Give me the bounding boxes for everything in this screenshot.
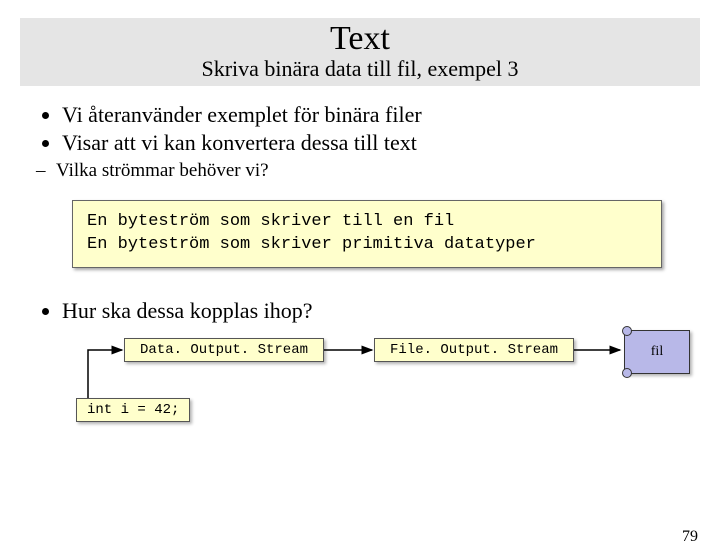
header-band: Text Skriva binära data till fil, exempe… xyxy=(20,18,700,86)
question-list: Hur ska dessa kopplas ihop? xyxy=(28,298,692,324)
content-area: Vi återanvänder exemplet för binära file… xyxy=(0,86,720,418)
bullet-1: Vi återanvänder exemplet för binära file… xyxy=(62,102,692,128)
file-scroll-icon: fil xyxy=(624,330,690,374)
flow-box-dataoutputstream: Data. Output. Stream xyxy=(124,338,324,362)
flow-box-fileoutputstream: File. Output. Stream xyxy=(374,338,574,362)
slide-title: Text xyxy=(20,20,700,58)
bullet-2: Visar att vi kan konvertera dessa till t… xyxy=(62,130,692,156)
slide-subtitle: Skriva binära data till fil, exempel 3 xyxy=(20,56,700,82)
main-bullet-list: Vi återanvänder exemplet för binära file… xyxy=(28,102,692,156)
question-2: Hur ska dessa kopplas ihop? xyxy=(62,298,692,324)
page-number: 79 xyxy=(682,528,698,546)
code-box: En byteström som skriver till en fil En … xyxy=(72,200,662,268)
scroll-label: fil xyxy=(625,344,689,360)
code-snippet-box: int i = 42; xyxy=(76,398,190,422)
sub-bullet-list: Vilka strömmar behöver vi? xyxy=(28,160,692,182)
sub-bullet-1: Vilka strömmar behöver vi? xyxy=(56,160,692,182)
flow-diagram: Data. Output. Stream File. Output. Strea… xyxy=(64,338,692,418)
